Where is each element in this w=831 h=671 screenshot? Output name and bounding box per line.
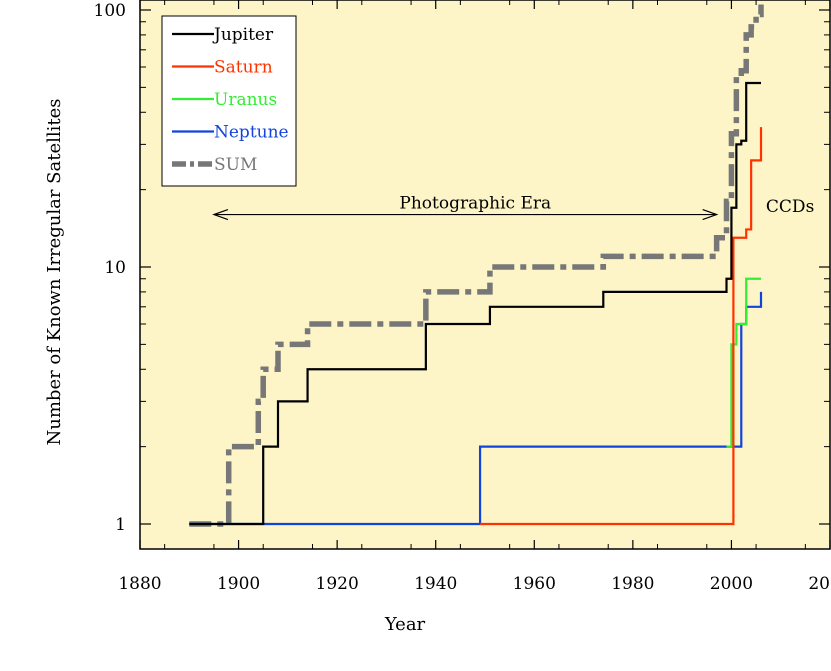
legend: Jupiter Saturn Uranus Neptune SUM [161, 15, 297, 187]
era-arrow-head-right [702, 208, 719, 221]
x-tick-label: 2020 [808, 574, 831, 594]
legend-label-jupiter: Jupiter [212, 25, 274, 45]
x-tick-label: 2000 [710, 574, 753, 594]
legend-label-uranus: Uranus [214, 90, 277, 110]
era-arrow-head-left [212, 208, 229, 221]
legend-label-saturn: Saturn [214, 58, 273, 78]
x-tick-label: 1900 [217, 574, 260, 594]
y-tick-label: 10 [104, 258, 126, 278]
series-line-jupiter [189, 81, 761, 526]
x-tick-label: 1880 [118, 574, 161, 594]
y-axis-title: Number of Known Irregular Satellites [44, 99, 65, 446]
series-line-uranus [726, 277, 761, 448]
series-layer [189, 4, 764, 527]
x-tick-label: 1940 [414, 574, 457, 594]
plot-frame [139, 0, 831, 550]
legend-box [161, 15, 297, 187]
x-tick-label: 1980 [611, 574, 654, 594]
series-line-sum [189, 4, 764, 527]
ccds-label: CCDs [766, 197, 814, 217]
legend-label-sum: SUM [214, 155, 257, 175]
photographic-era-label: Photographic Era [399, 194, 551, 214]
annotation-layer: Photographic Era CCDs [212, 194, 814, 221]
series-line-saturn [480, 127, 763, 526]
x-tick-label: 1960 [513, 574, 556, 594]
x-tick-label: 1920 [316, 574, 359, 594]
x-axis-title: Year [384, 614, 426, 635]
axes-layer: 1880 1900 1920 1940 1960 1980 2000 2020 1 10 100 Ye… [44, 0, 831, 635]
y-tick-label: 1 [115, 515, 126, 535]
y-tick-label: 100 [94, 1, 126, 21]
legend-label-neptune: Neptune [214, 123, 289, 143]
